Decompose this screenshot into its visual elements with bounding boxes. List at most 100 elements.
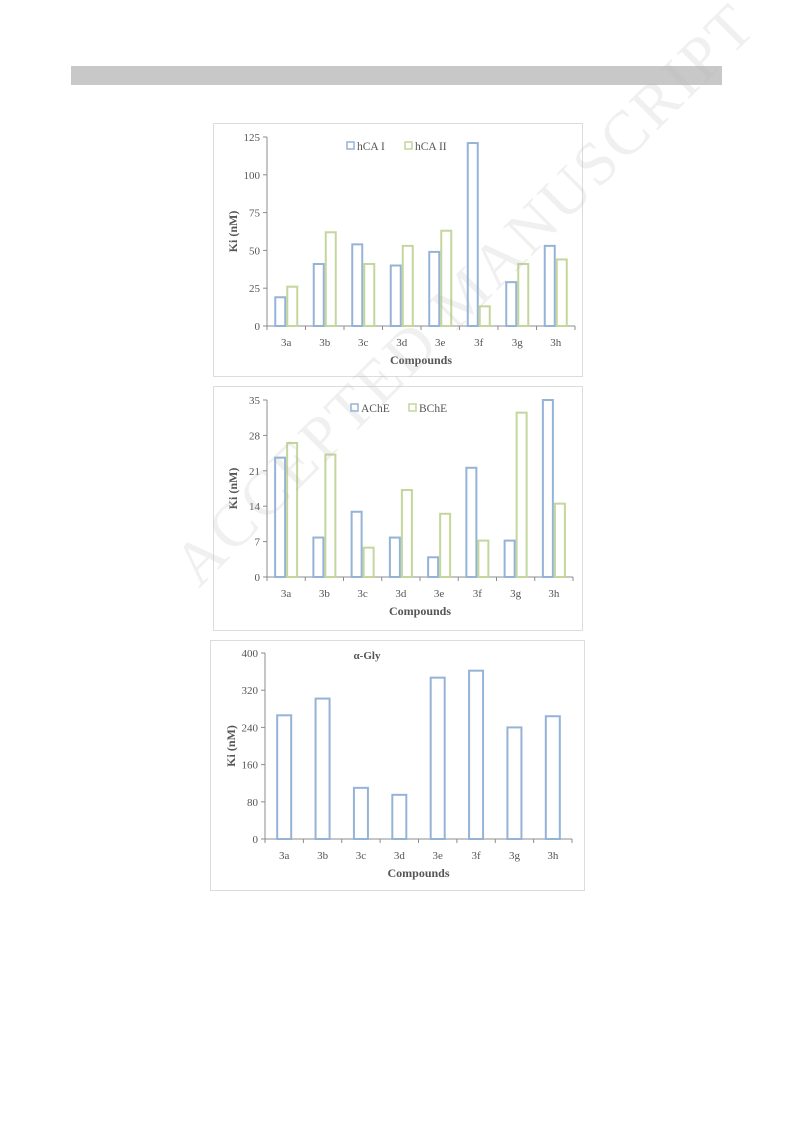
bar-hca-i-3b [312, 263, 325, 327]
x-tick-label: 3d [395, 588, 407, 600]
x-tick-label: 3b [317, 850, 329, 862]
x-tick-label: 3d [394, 850, 406, 862]
x-tick-label: 3g [512, 337, 524, 349]
x-tick-label: 3c [357, 588, 368, 600]
y-tick-label: 35 [249, 395, 261, 407]
x-tick-label: 3e [435, 337, 446, 349]
y-tick-label: 28 [249, 430, 261, 442]
x-tick-label: 3b [319, 337, 331, 349]
x-tick-label: 3f [471, 850, 481, 862]
bar-bche-3a [286, 441, 299, 578]
y-axis-title: Ki (nM) [224, 725, 238, 767]
x-tick-label: 3h [547, 850, 559, 862]
x-tick-label: 3c [356, 850, 367, 862]
legend-swatch [404, 141, 413, 150]
bar-hca-ii-3c [363, 263, 376, 327]
x-tick-label: 3h [550, 337, 562, 349]
y-tick-label: 400 [242, 648, 259, 660]
bar-hca-i-3g [505, 281, 518, 327]
x-tick-label: 3c [358, 337, 369, 349]
bar--gly-3b [314, 697, 331, 840]
bar-hca-i-3f [466, 142, 479, 327]
header-bar [71, 66, 722, 85]
bar-hca-i-3a [274, 296, 287, 328]
x-axis-title: Compounds [390, 353, 452, 367]
x-tick-label: 3e [432, 850, 443, 862]
series-label: α-Gly [354, 650, 381, 662]
bar--gly-3d [391, 793, 408, 840]
y-tick-label: 0 [253, 834, 259, 846]
bar-ache-3f [465, 466, 478, 578]
y-tick-label: 0 [255, 321, 261, 333]
chart-cholinesterase: 0 7 14 21 28 35 3a 3b 3c 3d 3e 3f 3g 3h Compounds Ki (n… [213, 386, 583, 631]
x-tick-label: 3e [434, 588, 445, 600]
legend-label: hCA II [415, 141, 447, 153]
y-tick-label: 14 [249, 501, 261, 513]
bar-bche-3h [553, 502, 566, 578]
bar-ache-3e [427, 556, 440, 579]
bar--gly-3f [468, 669, 485, 841]
x-tick-label: 3h [548, 588, 560, 600]
bar-hca-i-3c [351, 243, 364, 327]
y-tick-label: 125 [244, 132, 261, 144]
x-tick-label: 3a [281, 337, 292, 349]
bar-ache-3h [541, 399, 554, 578]
y-tick-label: 80 [247, 797, 259, 809]
bar--gly-3h [544, 715, 561, 840]
y-tick-label: 100 [244, 170, 261, 182]
chart-alpha-gly: 0 80 160 240 320 400 3a 3b 3c 3d 3e 3f 3g 3h Compounds… [210, 640, 585, 891]
legend-swatch [350, 403, 359, 412]
x-tick-label: 3a [281, 588, 292, 600]
bar-bche-3d [400, 489, 413, 578]
bar--gly-3g [506, 726, 523, 840]
bar-ache-3a [274, 456, 287, 578]
legend-label: BChE [419, 403, 447, 415]
bar-hca-ii-3d [401, 244, 414, 327]
x-tick-label: 3f [473, 588, 483, 600]
bar-hca-i-3h [543, 244, 556, 327]
y-tick-label: 7 [255, 537, 261, 549]
bar-hca-ii-3f [478, 305, 491, 327]
chart-hca-svg: 0 25 50 75 100 125 3a 3b 3c 3d 3e 3f 3g 3h Compounds Ki… [226, 132, 576, 367]
x-tick-label: 3a [279, 850, 290, 862]
bar-ache-3g [503, 539, 516, 579]
bar-ache-3d [388, 536, 401, 579]
x-axis-title: Compounds [387, 866, 449, 880]
x-tick-label: 3d [396, 337, 408, 349]
x-tick-label: 3g [509, 850, 521, 862]
bar-hca-ii-3a [286, 285, 299, 328]
bar-bche-3f [477, 539, 490, 579]
bar-hca-i-3d [389, 264, 402, 328]
bar-ache-3c [350, 510, 363, 578]
x-tick-label: 3g [510, 588, 522, 600]
y-tick-label: 240 [242, 722, 259, 734]
bar-hca-ii-3b [324, 231, 337, 327]
bar-hca-ii-3g [517, 263, 530, 327]
y-tick-label: 50 [249, 245, 261, 257]
x-tick-label: 3b [319, 588, 331, 600]
y-tick-label: 25 [249, 283, 261, 295]
bar--gly-3e [429, 676, 446, 840]
bar-ache-3b [312, 536, 325, 579]
legend-swatch [346, 141, 355, 150]
chart-alpha-gly-svg: 0 80 160 240 320 400 3a 3b 3c 3d 3e 3f 3g 3h Compounds… [224, 648, 573, 880]
bar-bche-3e [439, 512, 452, 578]
chart-hca: 0 25 50 75 100 125 3a 3b 3c 3d 3e 3f 3g 3h Compounds Ki… [213, 123, 583, 377]
bar--gly-3a [276, 714, 293, 840]
y-tick-label: 0 [255, 572, 261, 584]
bar--gly-3c [352, 786, 369, 841]
bar-hca-i-3e [428, 250, 441, 327]
x-axis-title: Compounds [389, 604, 451, 618]
x-tick-label: 3f [474, 337, 484, 349]
y-axis-title: Ki (nM) [226, 211, 240, 253]
y-tick-label: 160 [242, 760, 259, 772]
bar-bche-3g [515, 411, 528, 579]
y-tick-label: 21 [249, 466, 260, 478]
bar-hca-ii-3e [440, 229, 453, 327]
y-tick-label: 75 [249, 208, 261, 220]
bar-bche-3c [362, 546, 375, 578]
bar-bche-3b [324, 453, 337, 578]
bar-hca-ii-3h [555, 258, 568, 327]
legend-swatch [408, 403, 417, 412]
legend-label: AChE [361, 403, 390, 415]
